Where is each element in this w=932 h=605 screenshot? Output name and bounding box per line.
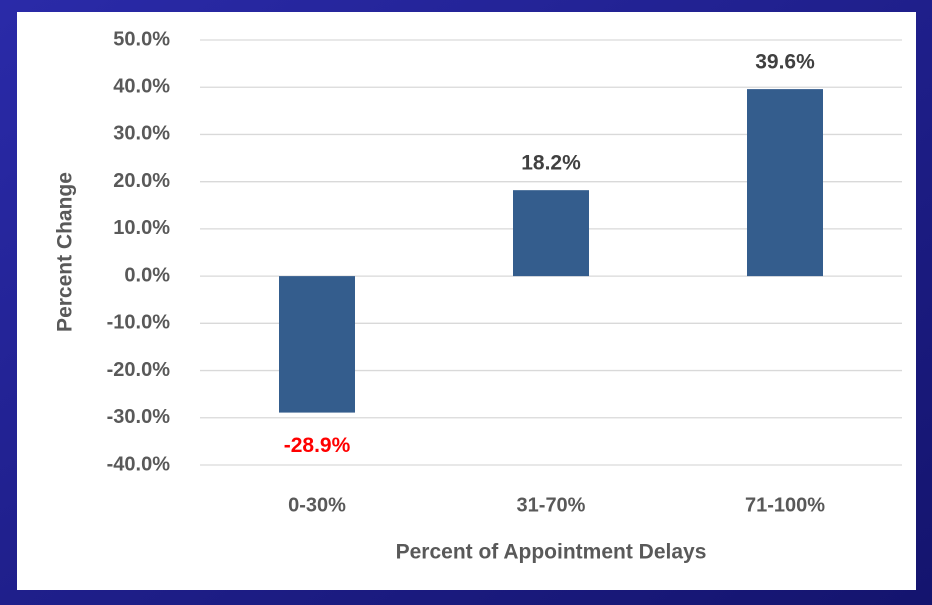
- x-tick-label: 71-100%: [745, 494, 825, 516]
- y-tick-label: -10.0%: [107, 312, 171, 334]
- y-tick-label: 20.0%: [113, 170, 170, 192]
- data-label: 18.2%: [521, 152, 581, 175]
- bar: [279, 276, 355, 413]
- data-label: -28.9%: [284, 434, 351, 457]
- y-tick-label: -40.0%: [107, 453, 171, 475]
- data-label: 39.6%: [755, 51, 815, 74]
- x-tick-label: 0-30%: [288, 494, 346, 516]
- x-tick-label: 31-70%: [517, 494, 586, 516]
- y-tick-label: 10.0%: [113, 217, 170, 239]
- y-tick-label: 50.0%: [113, 28, 170, 50]
- x-axis-title: Percent of Appointment Delays: [396, 541, 707, 564]
- bar: [513, 190, 589, 277]
- y-tick-label: 30.0%: [113, 123, 170, 145]
- y-tick-label: -30.0%: [107, 406, 171, 428]
- y-axis-title: Percent Change: [54, 172, 77, 332]
- bar: [747, 89, 823, 277]
- y-tick-label: -20.0%: [107, 359, 171, 381]
- y-tick-label: 40.0%: [113, 76, 170, 98]
- y-tick-label: 0.0%: [124, 264, 170, 286]
